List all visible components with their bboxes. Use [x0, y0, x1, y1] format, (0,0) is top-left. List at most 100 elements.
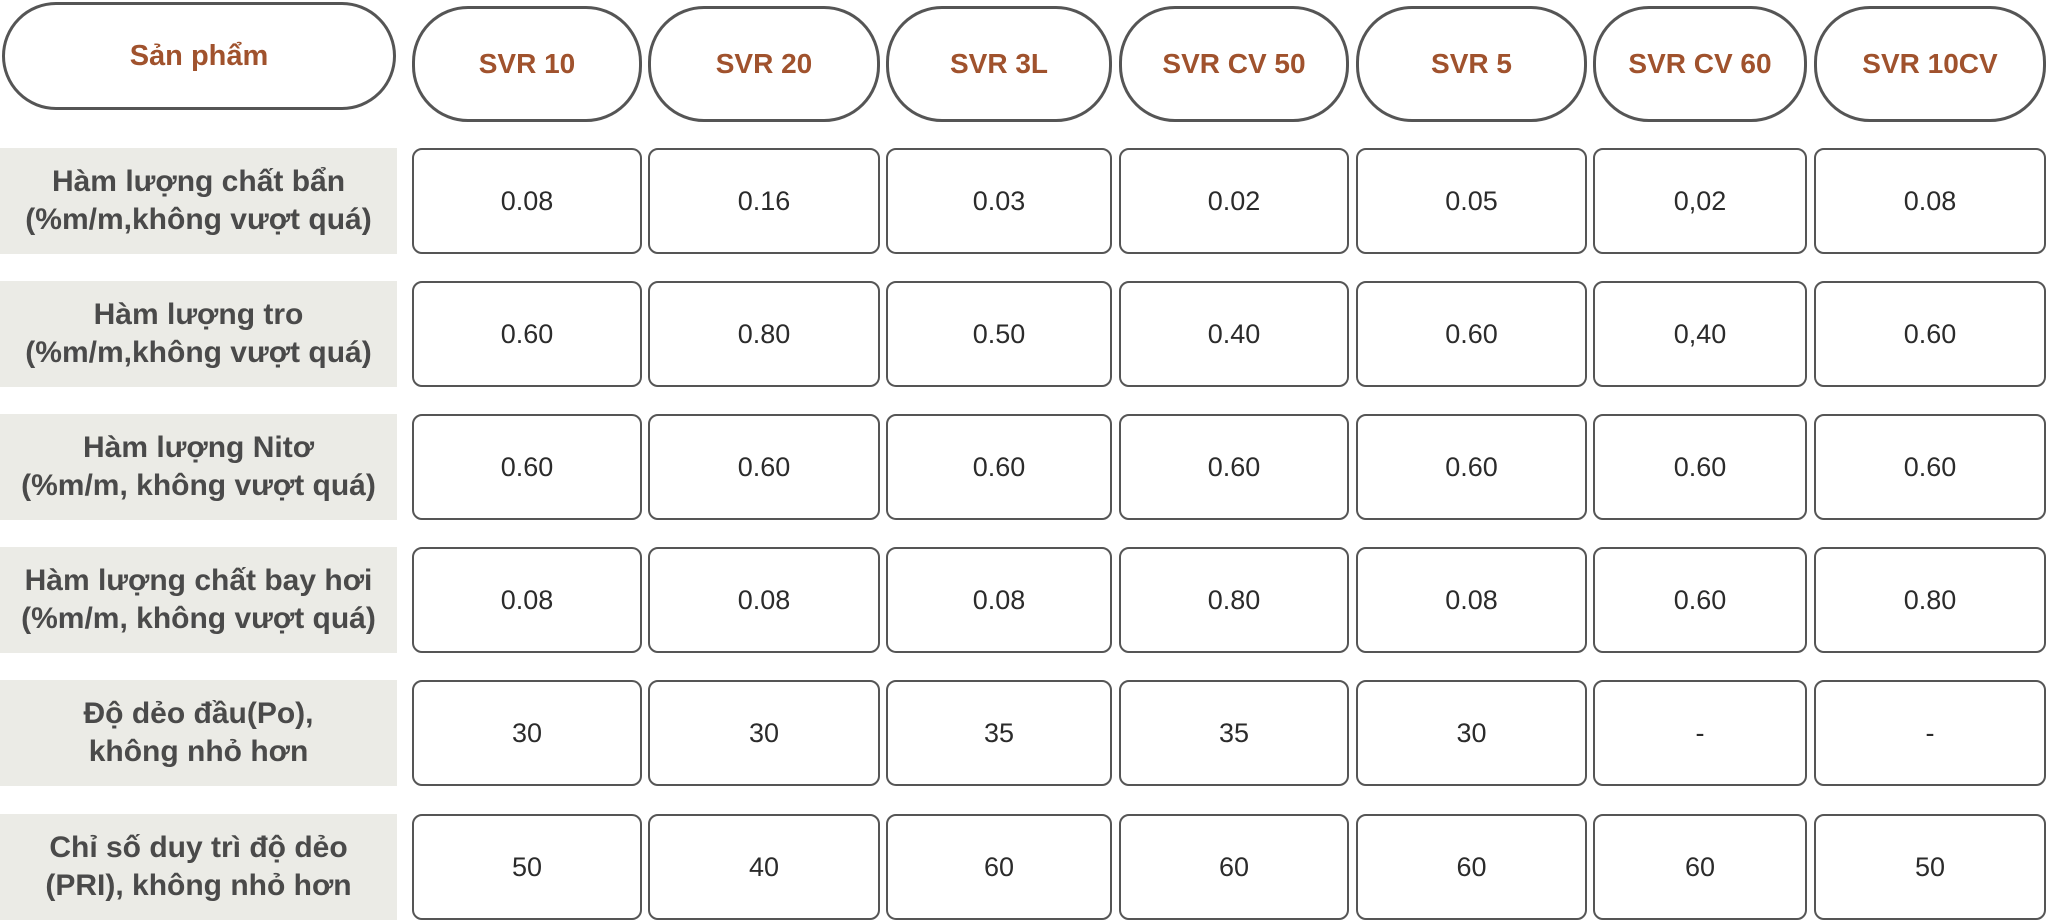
cell-value: 0.08	[972, 584, 1026, 615]
column-header-label: SVR 10CV	[1862, 48, 1998, 79]
row-label: Hàm lượng chất bay hơi (%m/m, không vượt …	[0, 547, 397, 653]
cell-value: 0,02	[1673, 185, 1727, 216]
cell-value: 35	[1218, 717, 1250, 748]
corner-header-label: Sản phẩm	[129, 39, 269, 72]
table-cell: 0.08	[1356, 547, 1587, 653]
column-header: SVR 20	[648, 6, 880, 122]
cell-value: 0.60	[500, 318, 554, 349]
cell-value: 60	[1684, 851, 1716, 882]
cell-value: 0.08	[737, 584, 791, 615]
cell-value: 0.16	[737, 185, 791, 216]
cell-value: 0.60	[1445, 451, 1498, 482]
cell-value: 0,40	[1673, 318, 1727, 349]
row-label-line1: Độ dẻo đầu(Po),	[83, 697, 314, 730]
cell-value: 0.80	[1903, 584, 1957, 615]
cell-value: 0.60	[1207, 451, 1261, 482]
cell-value: 0.80	[1207, 584, 1261, 615]
table-cell: 0.40	[1119, 281, 1349, 387]
cell-value: 0.08	[1903, 185, 1957, 216]
table-cell: 0,40	[1593, 281, 1807, 387]
table-cell: 0.60	[1814, 281, 2046, 387]
table-cell: 0.50	[886, 281, 1112, 387]
corner-header: Sản phẩm	[2, 2, 396, 110]
table-cell: 0.08	[412, 148, 642, 254]
cell-value: 0.60	[972, 451, 1026, 482]
cell-value: 0.80	[737, 318, 791, 349]
cell-value: 30	[511, 717, 543, 748]
table-cell: 0.08	[1814, 148, 2046, 254]
cell-value: 0.03	[972, 185, 1026, 216]
table-cell: 35	[886, 680, 1112, 786]
column-header-label: SVR 20	[715, 48, 813, 79]
table-cell: 60	[1593, 814, 1807, 920]
table-cell: 0.60	[1593, 547, 1807, 653]
cell-value: 35	[983, 717, 1015, 748]
cell-value: 30	[748, 717, 780, 748]
row-label-line2: (%m/m,không vượt quá)	[25, 203, 372, 236]
column-header: SVR 3L	[886, 6, 1112, 122]
row-label-line1: Hàm lượng chất bay hơi	[24, 564, 373, 597]
cell-value: 0.60	[500, 451, 554, 482]
cell-value: -	[1695, 717, 1705, 748]
column-header: SVR CV 50	[1119, 6, 1349, 122]
row-label: Hàm lượng tro (%m/m,không vượt quá)	[0, 281, 397, 387]
table-cell: 0.05	[1356, 148, 1587, 254]
cell-value: 0.60	[1673, 584, 1727, 615]
cell-value: 50	[1914, 851, 1946, 882]
row-label-line1: Hàm lượng tro	[93, 298, 304, 331]
table-cell: 60	[1356, 814, 1587, 920]
table-cell: -	[1593, 680, 1807, 786]
table-cell: 40	[648, 814, 880, 920]
table-cell: 0.60	[1356, 281, 1587, 387]
table-cell: 0.08	[412, 547, 642, 653]
table-cell: 30	[1356, 680, 1587, 786]
cell-value: 30	[1456, 717, 1487, 748]
cell-value: 0.50	[972, 318, 1026, 349]
table-cell: 0.03	[886, 148, 1112, 254]
table-cell: 30	[412, 680, 642, 786]
column-header-label: SVR 5	[1431, 48, 1512, 79]
cell-value: 0.08	[500, 185, 554, 216]
column-header: SVR CV 60	[1593, 6, 1807, 122]
cell-value: -	[1925, 717, 1935, 748]
column-header: SVR 10CV	[1814, 6, 2046, 122]
column-header: SVR 5	[1356, 6, 1587, 122]
cell-value: 50	[511, 851, 543, 882]
row-label: Độ dẻo đầu(Po), không nhỏ hơn	[0, 680, 397, 786]
column-header-label: SVR 3L	[949, 48, 1049, 79]
cell-value: 60	[1456, 851, 1487, 882]
table-cell: 0.60	[412, 414, 642, 520]
row-label-line2: (%m/m,không vượt quá)	[25, 336, 372, 369]
cell-value: 0.60	[1673, 451, 1727, 482]
table-cell: 0.80	[1814, 547, 2046, 653]
table-cell: 0.60	[412, 281, 642, 387]
row-label: Hàm lượng chất bẩn (%m/m,không vượt quá)	[0, 148, 397, 254]
cell-value: 0.60	[1903, 318, 1957, 349]
row-label-line1: Hàm lượng Nitơ	[82, 431, 315, 464]
table-cell: 0.80	[1119, 547, 1349, 653]
row-label: Chỉ số duy trì độ dẻo (PRI), không nhỏ hơ…	[0, 814, 397, 920]
cell-value: 0.08	[500, 584, 554, 615]
table-cell: 0.02	[1119, 148, 1349, 254]
table-cell: 30	[648, 680, 880, 786]
table-cell: 0.08	[886, 547, 1112, 653]
row-label: Hàm lượng Nitơ (%m/m, không vượt quá)	[0, 414, 397, 520]
row-label-line2: không nhỏ hơn	[88, 735, 309, 768]
cell-value: 0.08	[1445, 584, 1498, 615]
row-label-line1: Chỉ số duy trì độ dẻo	[49, 831, 348, 864]
cell-value: 60	[1218, 851, 1250, 882]
row-label-line2: (PRI), không nhỏ hơn	[45, 869, 352, 902]
table-cell: 0.60	[886, 414, 1112, 520]
cell-value: 0.60	[1903, 451, 1957, 482]
table-cell: 0,02	[1593, 148, 1807, 254]
cell-value: 0.60	[1445, 318, 1498, 349]
cell-value: 0.40	[1207, 318, 1261, 349]
table-cell: 0.60	[1593, 414, 1807, 520]
table-cell: 35	[1119, 680, 1349, 786]
row-label-line2: (%m/m, không vượt quá)	[21, 602, 376, 635]
table-cell: 60	[1119, 814, 1349, 920]
row-label-line2: (%m/m, không vượt quá)	[21, 469, 376, 502]
cell-value: 40	[748, 851, 780, 882]
row-label-line1: Hàm lượng chất bẩn	[51, 165, 346, 198]
